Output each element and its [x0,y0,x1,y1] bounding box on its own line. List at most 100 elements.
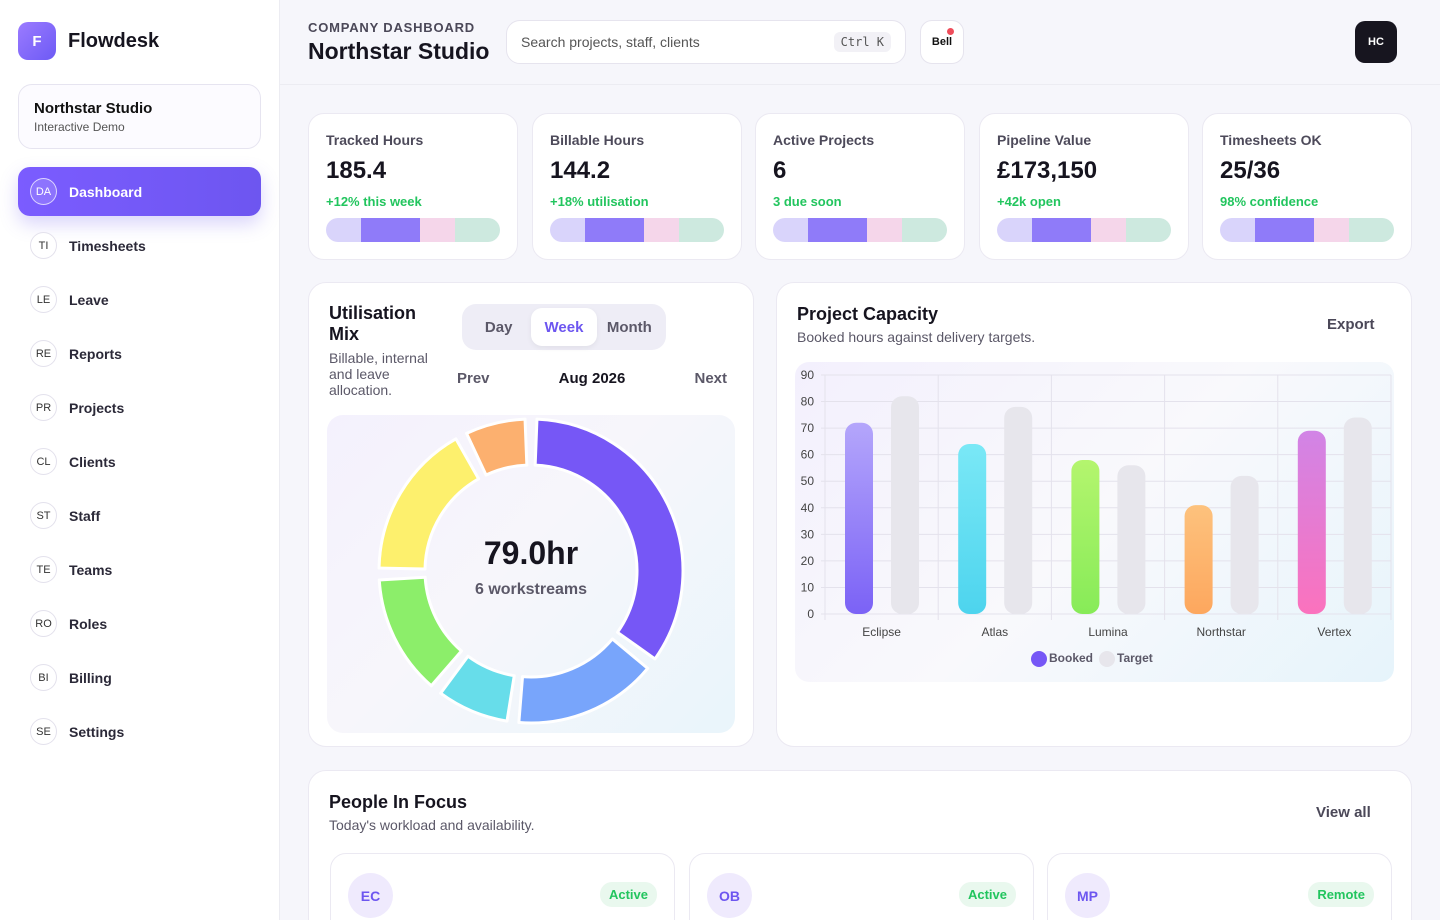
workspace-switcher[interactable]: Northstar Studio Interactive Demo [18,84,261,149]
sidebar-item-staff[interactable]: ST Staff [18,491,261,540]
stat-bar-segment [550,218,585,242]
stat-bar-segment [678,218,724,242]
nav-badge-icon: TI [30,232,57,259]
stat-distribution-bar [326,218,500,242]
workspace-name: Northstar Studio [34,100,153,117]
period-label: Aug 2026 [558,370,626,387]
y-tick-label: 80 [801,395,815,409]
donut-slice[interactable] [465,417,529,477]
target-bar[interactable] [1343,417,1372,614]
sidebar-item-label: Staff [69,507,101,524]
sidebar-item-leave[interactable]: LE Leave [18,275,261,324]
donut-center-label: 6 workstreams [474,581,588,598]
sidebar-item-billing[interactable]: BI Billing [18,653,261,702]
prev-period-button[interactable]: Prev [457,370,490,387]
stat-card[interactable]: Timesheets OK 25/36 98% confidence [1202,113,1412,260]
donut-slice[interactable] [377,575,463,688]
stat-label: Active Projects [773,132,875,148]
search-box: Ctrl K [506,20,906,64]
donut-slice[interactable] [377,437,481,571]
stat-label: Timesheets OK [1220,132,1322,148]
utilisation-title: Utilisation Mix [329,303,417,344]
sidebar-item-settings[interactable]: SE Settings [18,707,261,756]
stat-bar-segment [1125,218,1171,242]
stat-value: 6 [773,157,787,184]
legend-label: Target [1117,651,1153,665]
status-badge: Remote [1308,882,1374,907]
stat-bar-segment [360,218,420,242]
period-navigator: Prev Aug 2026 Next [457,370,727,387]
donut-slice[interactable] [439,654,516,723]
user-avatar-button[interactable]: HC [1355,21,1397,63]
tab-month[interactable]: Month [606,318,652,336]
stat-delta: +12% this week [326,194,422,209]
avatar: OB [707,873,752,918]
y-tick-label: 70 [801,421,815,435]
sidebar-item-timesheets[interactable]: TI Timesheets [18,221,261,270]
stat-card[interactable]: Tracked Hours 185.4 +12% this week [308,113,518,260]
booked-bar[interactable] [845,422,873,614]
stat-card[interactable]: Billable Hours 144.2 +18% utilisation [532,113,742,260]
booked-bar[interactable] [958,444,987,614]
page-title: Northstar Studio [308,38,490,64]
stat-bar-segment [1220,218,1255,242]
x-tick-label: Atlas [981,625,1008,639]
notifications-button[interactable]: Bell [920,20,964,64]
nav-badge-icon: RO [30,610,57,637]
y-tick-label: 0 [807,607,814,621]
person-card[interactable]: MP Remote [1047,853,1392,920]
export-button[interactable]: Export [1327,316,1375,333]
workspace-subtitle: Interactive Demo [34,120,125,134]
sidebar-item-dashboard[interactable]: DA Dashboard [18,167,261,216]
sidebar-item-teams[interactable]: TE Teams [18,545,261,594]
donut-slice[interactable] [533,417,685,661]
sidebar: F Flowdesk Northstar Studio Interactive … [0,0,280,920]
stat-bar-segment [326,218,361,242]
stat-bar-segment [866,218,902,242]
sidebar-item-reports[interactable]: RE Reports [18,329,261,378]
y-tick-label: 30 [801,527,815,541]
stat-value: 25/36 [1220,157,1281,184]
nav-badge-icon: CL [30,448,57,475]
stat-delta: +18% utilisation [550,194,649,209]
person-card[interactable]: OB Active [689,853,1034,920]
stat-bar-segment [454,218,500,242]
stat-distribution-bar [773,218,947,242]
y-tick-label: 60 [801,448,815,462]
booked-bar[interactable] [1071,459,1100,614]
booked-bar[interactable] [1297,430,1326,614]
sidebar-item-clients[interactable]: CL Clients [18,437,261,486]
target-bar[interactable] [1230,475,1259,614]
stat-card[interactable]: Pipeline Value £173,150 +42k open [979,113,1189,260]
y-tick-label: 10 [801,580,815,594]
stat-bar-segment [1348,218,1394,242]
sidebar-item-roles[interactable]: RO Roles [18,599,261,648]
x-tick-label: Eclipse [862,625,901,639]
stat-delta: 3 due soon [773,194,842,209]
brand-logo: F [18,22,56,60]
target-bar[interactable] [891,396,919,614]
view-all-button[interactable]: View all [1316,804,1371,821]
sidebar-item-label: Teams [69,561,113,578]
stat-bar-segment [419,218,455,242]
brand[interactable]: F Flowdesk [18,22,159,60]
stat-bar-segment [1090,218,1126,242]
stat-distribution-bar [997,218,1171,242]
stat-bar-segment [643,218,679,242]
tab-week[interactable]: Week [531,308,597,346]
sidebar-item-projects[interactable]: PR Projects [18,383,261,432]
status-badge: Active [958,882,1016,907]
stat-bar-segment [773,218,808,242]
nav-badge-icon: SE [30,718,57,745]
capacity-panel: Project Capacity Booked hours against de… [776,282,1412,747]
target-bar[interactable] [1004,406,1033,614]
person-card[interactable]: EC Active [330,853,675,920]
nav-badge-icon: RE [30,340,57,367]
next-period-button[interactable]: Next [694,370,727,387]
search-input[interactable] [521,34,834,50]
tab-day[interactable]: Day [484,318,513,336]
stat-card[interactable]: Active Projects 6 3 due soon [755,113,965,260]
target-bar[interactable] [1117,465,1146,614]
donut-slice[interactable] [517,637,650,725]
booked-bar[interactable] [1184,505,1213,614]
